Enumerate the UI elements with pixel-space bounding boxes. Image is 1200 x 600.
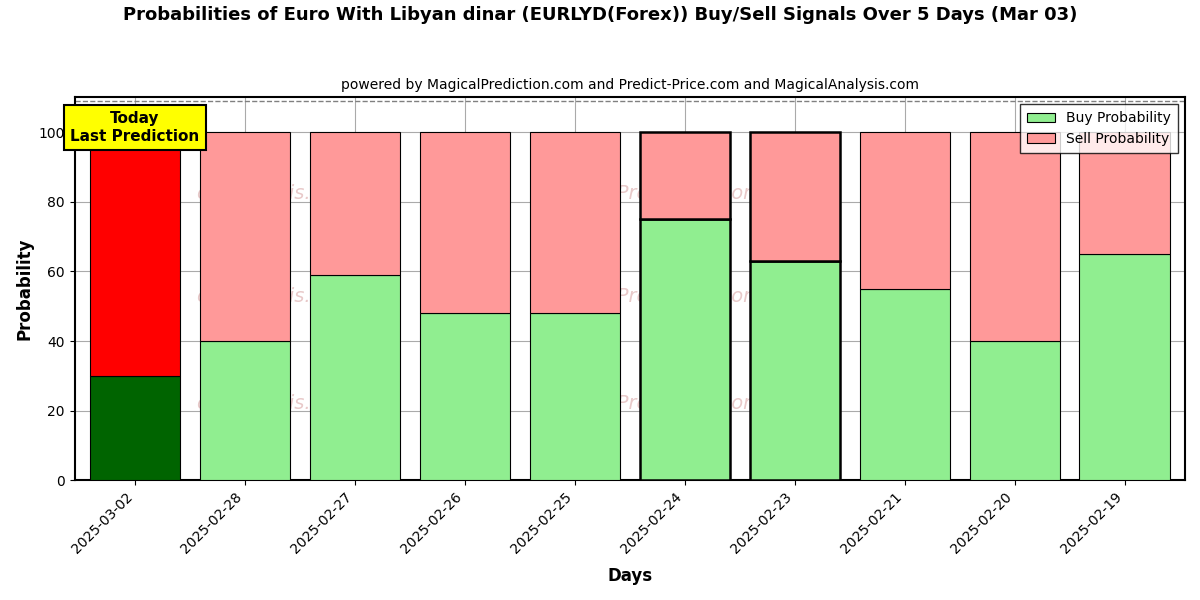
Text: Probabilities of Euro With Libyan dinar (EURLYD(Forex)) Buy/Sell Signals Over 5 : Probabilities of Euro With Libyan dinar … <box>122 6 1078 24</box>
Bar <box>1080 132 1170 254</box>
Text: calAnalysis.com: calAnalysis.com <box>197 184 353 203</box>
Bar <box>859 132 949 289</box>
Bar <box>90 376 180 481</box>
Legend: Buy Probability, Sell Probability: Buy Probability, Sell Probability <box>1020 104 1178 153</box>
Text: MagicalPrediction.com: MagicalPrediction.com <box>542 287 762 306</box>
Bar <box>200 341 290 481</box>
Title: powered by MagicalPrediction.com and Predict-Price.com and MagicalAnalysis.com: powered by MagicalPrediction.com and Pre… <box>341 78 919 92</box>
Bar <box>90 132 180 376</box>
Bar <box>420 313 510 481</box>
X-axis label: Days: Days <box>607 567 653 585</box>
Bar <box>529 313 620 481</box>
Text: n: n <box>979 394 991 413</box>
Text: calAnalysis.com: calAnalysis.com <box>197 287 353 306</box>
Text: MagicalPrediction.com: MagicalPrediction.com <box>542 184 762 203</box>
Text: n: n <box>979 184 991 203</box>
Bar <box>200 132 290 341</box>
Bar <box>310 275 400 481</box>
Bar <box>529 132 620 313</box>
Bar <box>420 132 510 313</box>
Text: calAnalysis.com: calAnalysis.com <box>197 394 353 413</box>
Bar <box>970 132 1060 341</box>
Bar <box>750 261 840 481</box>
Bar <box>640 132 730 219</box>
Bar <box>859 289 949 481</box>
Text: MagicalPrediction.com: MagicalPrediction.com <box>542 394 762 413</box>
Text: Today
Last Prediction: Today Last Prediction <box>71 111 199 143</box>
Bar <box>640 219 730 481</box>
Bar <box>750 132 840 261</box>
Text: n: n <box>979 287 991 306</box>
Y-axis label: Probability: Probability <box>16 238 34 340</box>
Bar <box>970 341 1060 481</box>
Bar <box>310 132 400 275</box>
Bar <box>1080 254 1170 481</box>
